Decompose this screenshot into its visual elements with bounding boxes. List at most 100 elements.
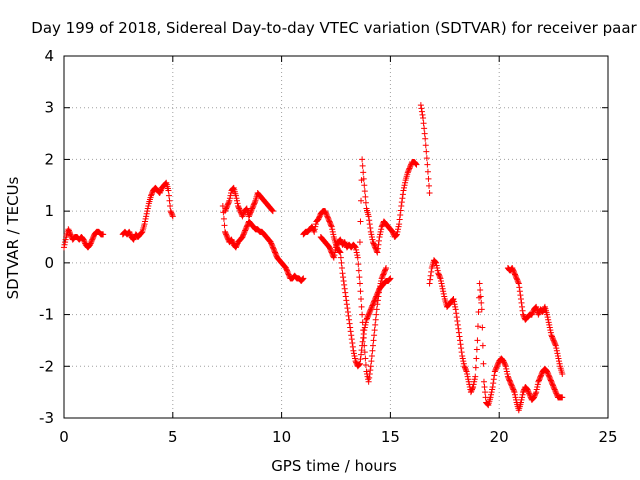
data-point	[549, 334, 556, 341]
data-point	[532, 390, 539, 397]
data-point	[144, 205, 151, 212]
data-point	[371, 243, 378, 250]
data-point	[353, 249, 360, 256]
data-point	[225, 200, 232, 207]
data-point	[311, 226, 318, 233]
data-point	[552, 389, 559, 396]
data-point	[401, 182, 408, 189]
grid	[64, 56, 608, 418]
data-point	[461, 363, 468, 370]
data-point	[224, 235, 231, 242]
data-point	[359, 162, 366, 169]
data-point	[379, 272, 386, 279]
data-point	[222, 208, 229, 215]
data-point	[247, 210, 254, 217]
data-point	[510, 387, 517, 394]
data-point	[456, 333, 463, 340]
data-point	[413, 161, 420, 168]
data-point	[518, 299, 525, 306]
data-point	[501, 360, 508, 367]
data-point	[474, 323, 481, 330]
data-point	[404, 169, 411, 176]
data-point	[488, 391, 495, 398]
data-point	[157, 188, 164, 195]
data-point	[334, 241, 341, 248]
data-point	[545, 319, 552, 326]
data-point	[338, 265, 345, 272]
data-point	[371, 298, 378, 305]
data-point	[481, 383, 488, 390]
y-tick-label: -3	[39, 409, 54, 427]
series-segment-7	[356, 156, 420, 256]
data-point	[232, 244, 239, 251]
data-point	[126, 228, 133, 235]
data-point	[545, 371, 552, 378]
data-point	[370, 337, 377, 344]
data-point	[165, 187, 172, 194]
data-point	[368, 358, 375, 365]
data-point	[223, 232, 230, 239]
data-point	[348, 332, 355, 339]
data-point	[487, 394, 494, 401]
data-point	[338, 259, 345, 266]
data-point	[365, 378, 372, 385]
data-point	[546, 321, 553, 328]
data-point	[473, 346, 480, 353]
data-point	[419, 111, 426, 118]
data-point	[325, 215, 332, 222]
data-point	[62, 236, 69, 243]
data-point	[365, 213, 372, 220]
data-point	[362, 355, 369, 362]
data-point	[344, 305, 351, 312]
data-point	[369, 342, 376, 349]
data-point	[352, 358, 359, 365]
data-point	[221, 222, 228, 229]
data-point	[358, 303, 365, 310]
data-point	[245, 213, 252, 220]
data-point	[519, 391, 526, 398]
data-point	[536, 376, 543, 383]
data-point	[362, 361, 369, 368]
data-point	[229, 237, 236, 244]
data-point	[243, 206, 250, 213]
data-point	[229, 239, 236, 246]
data-point	[332, 246, 339, 253]
data-point	[223, 204, 230, 211]
data-point	[519, 307, 526, 314]
data-point	[322, 208, 329, 215]
data-point	[143, 210, 150, 217]
data-point	[518, 396, 525, 403]
data-point	[427, 276, 434, 283]
data-point	[517, 399, 524, 406]
data-point	[378, 226, 385, 233]
data-point	[441, 293, 448, 300]
data-point	[376, 285, 383, 292]
data-point	[148, 191, 155, 198]
data-point	[500, 358, 507, 365]
data-point	[148, 192, 155, 199]
data-point	[156, 190, 163, 197]
data-point	[249, 204, 256, 211]
data-point	[325, 217, 332, 224]
data-point	[452, 306, 459, 313]
data-point	[375, 237, 382, 244]
data-point	[378, 275, 385, 282]
data-point	[371, 332, 378, 339]
data-point	[232, 192, 239, 199]
data-point	[392, 232, 399, 239]
data-point	[239, 213, 246, 220]
data-point	[457, 341, 464, 348]
data-point	[329, 226, 336, 233]
data-point	[381, 268, 388, 275]
data-point	[546, 374, 553, 381]
data-point	[234, 200, 241, 207]
data-point	[418, 105, 425, 112]
data-point	[358, 197, 365, 204]
data-point	[273, 252, 280, 259]
data-point	[421, 125, 428, 132]
data-point	[544, 368, 551, 375]
data-point	[327, 219, 334, 226]
data-point	[241, 228, 248, 235]
data-point	[336, 248, 343, 255]
data-point	[142, 218, 149, 225]
